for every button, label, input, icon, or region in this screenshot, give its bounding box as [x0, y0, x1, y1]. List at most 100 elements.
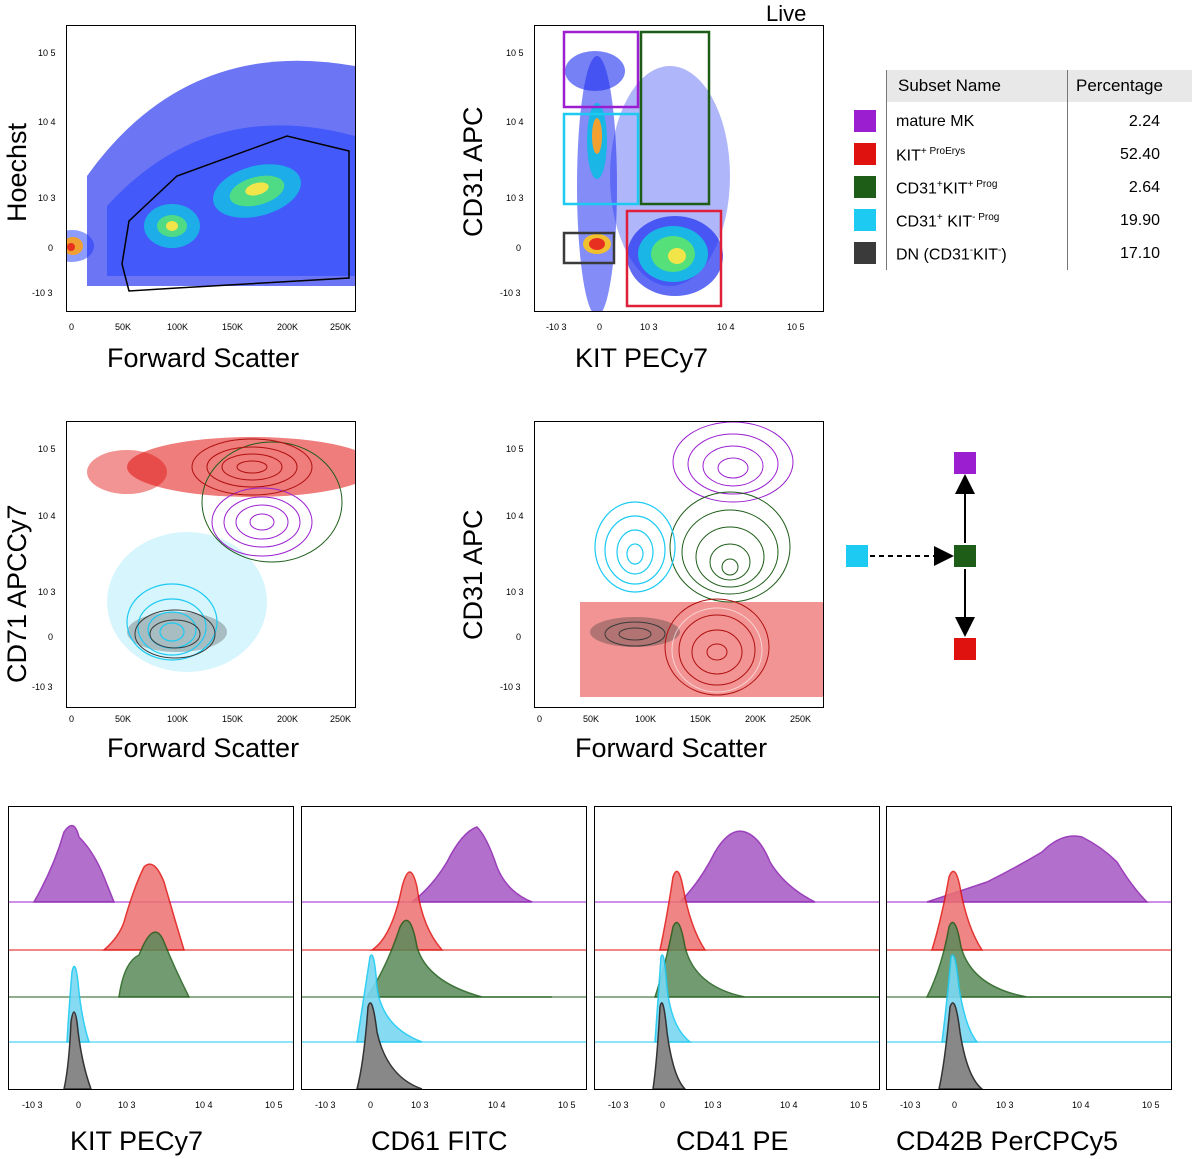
- p3-xtick-3: 150K: [222, 714, 244, 724]
- h1-xtick-1: 0: [76, 1100, 82, 1110]
- p3-ytick-1: 10 4: [38, 511, 56, 521]
- row-name: DN (CD31-KIT-): [896, 245, 1007, 264]
- p2-xlabel: KIT PECy7: [575, 343, 709, 373]
- p2-xtick-3: 10 4: [717, 322, 735, 332]
- pathway-node-kitneg: [846, 545, 868, 567]
- row-name-main: DN (CD31: [896, 246, 970, 264]
- row-name-tail: KIT: [942, 180, 968, 198]
- row-name: CD31+ KIT- Prog: [896, 212, 999, 231]
- legend-header-name: Subset Name: [898, 76, 1001, 95]
- p1-xlabel: Forward Scatter: [107, 343, 300, 373]
- row-name-sup2: + Prog: [967, 179, 998, 190]
- p3-ytick-3: 0: [48, 632, 54, 642]
- h1-xtick-4: 10 5: [265, 1100, 283, 1110]
- legend-row: KIT+ ProErys 52.40: [850, 141, 1192, 171]
- p3-xtick-5: 250K: [330, 714, 352, 724]
- h3-xtick-1: 0: [660, 1100, 666, 1110]
- hist-cd42b-svg: [887, 835, 1171, 1089]
- swatch-prog: [854, 176, 876, 198]
- p4-ytick-0: 10 5: [506, 444, 524, 454]
- h3-xtick-4: 10 5: [850, 1100, 868, 1110]
- p1-xtick-4: 200K: [277, 322, 299, 332]
- pathway-node-prog: [954, 545, 976, 567]
- p3-ytick-4: -10 3: [32, 682, 53, 692]
- p2-xtick-0: -10 3: [546, 322, 567, 332]
- h3-xlabel: CD41 PE: [676, 1126, 789, 1156]
- hist-kit: [8, 806, 294, 1090]
- p2-ytick-3: 0: [516, 243, 522, 253]
- plot-cd31-kit: [534, 25, 824, 312]
- live-title: Live: [766, 1, 807, 26]
- row-pct: 2.64: [1128, 179, 1160, 196]
- hist-cd42b: [886, 806, 1172, 1090]
- p4-ytick-2: 10 3: [506, 587, 524, 597]
- row-name-sup: + ProErys: [920, 146, 966, 157]
- row-name-sup: -: [969, 245, 974, 256]
- legend-vline-left: [886, 70, 887, 270]
- h4-xtick-1: 0: [952, 1100, 958, 1110]
- cd31-kit-density: [562, 30, 730, 311]
- row-name-main: CD31: [896, 213, 937, 231]
- swatch-proerys: [854, 143, 876, 165]
- p4-xtick-3: 150K: [690, 714, 712, 724]
- h1-xtick-2: 10 3: [118, 1100, 136, 1110]
- h2-xtick-3: 10 4: [488, 1100, 506, 1110]
- legend-header-bg: [886, 70, 1192, 102]
- legend-row: CD31+ KIT- Prog 19.90: [850, 207, 1192, 237]
- p2-ytick-2: 10 3: [506, 193, 524, 203]
- hoechst-density: [67, 60, 355, 292]
- row-pct: 2.24: [1128, 113, 1160, 130]
- p1-xtick-2: 100K: [167, 322, 189, 332]
- row-name-sup: +: [936, 179, 943, 190]
- h1-xtick-0: -10 3: [22, 1100, 43, 1110]
- row-name-sup2: -: [998, 245, 1002, 256]
- p1-ytick-3: 0: [48, 243, 54, 253]
- p3-ytick-0: 10 5: [38, 444, 56, 454]
- h2-xtick-2: 10 3: [411, 1100, 429, 1110]
- pathway-node-mk: [954, 452, 976, 474]
- row-pct: 52.40: [1119, 146, 1160, 163]
- row-name: CD31+KIT+ Prog: [896, 179, 997, 198]
- p2-ytick-0: 10 5: [506, 48, 524, 58]
- p4-ytick-1: 10 4: [506, 511, 524, 521]
- hist-cd41: [594, 806, 880, 1090]
- hist-cd41-svg: [595, 830, 879, 1089]
- plot-cd31-fsc: [534, 421, 824, 708]
- h1-xlabel: KIT PECy7: [70, 1126, 204, 1156]
- p4-xlabel: Forward Scatter: [575, 733, 768, 763]
- p4-xtick-1: 50K: [583, 714, 600, 724]
- legend-vline-mid: [1067, 70, 1068, 270]
- p1-ytick-1: 10 4: [38, 117, 56, 127]
- p1-xtick-5: 250K: [330, 322, 352, 332]
- p1-ytick-2: 10 3: [38, 193, 56, 203]
- h3-xtick-3: 10 4: [780, 1100, 798, 1110]
- legend-row: DN (CD31-KIT-) 17.10: [850, 240, 1192, 270]
- h4-xtick-0: -10 3: [900, 1100, 921, 1110]
- p1-xtick-0: 0: [69, 322, 75, 332]
- row-name-end: ): [1001, 246, 1007, 264]
- p4-ytick-3: 0: [516, 632, 522, 642]
- p2-ytick-4: -10 3: [500, 288, 521, 298]
- row-name-main: KIT: [896, 147, 921, 165]
- h2-xlabel: CD61 FITC: [371, 1126, 508, 1156]
- legend-row: mature MK 2.24: [850, 108, 1192, 138]
- h4-xtick-4: 10 5: [1142, 1100, 1160, 1110]
- hist-cd61-svg: [302, 826, 586, 1089]
- p1-xtick-1: 50K: [115, 322, 132, 332]
- p3-ytick-2: 10 3: [38, 587, 56, 597]
- h3-xtick-0: -10 3: [608, 1100, 629, 1110]
- cd71-overlay: [87, 437, 355, 672]
- hist-cd61: [301, 806, 587, 1090]
- h3-xtick-2: 10 3: [704, 1100, 722, 1110]
- h2-xtick-0: -10 3: [315, 1100, 336, 1110]
- row-name-tail: KIT: [973, 246, 999, 264]
- h4-xtick-3: 10 4: [1072, 1100, 1090, 1110]
- p2-ytick-1: 10 4: [506, 117, 524, 127]
- plot-hoechst-fsc: [66, 25, 356, 312]
- p3-xtick-2: 100K: [167, 714, 189, 724]
- cd31-fsc-overlay: [580, 422, 823, 697]
- row-name-tail: KIT: [942, 213, 973, 231]
- row-name: mature MK: [896, 113, 975, 130]
- h1-xtick-3: 10 4: [195, 1100, 213, 1110]
- row-name-sup: +: [936, 212, 943, 223]
